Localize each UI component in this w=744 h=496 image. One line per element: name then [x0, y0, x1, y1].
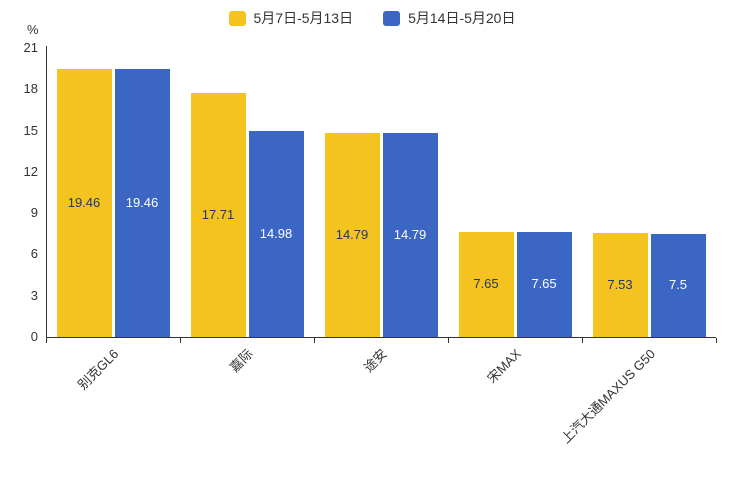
x-axis-category-label: 上汽大通MAXUS G50 [557, 346, 658, 447]
bar-value-label: 17.71 [201, 207, 235, 223]
bar-value-label: 7.65 [531, 276, 557, 292]
bar-value-label: 7.65 [473, 276, 499, 292]
legend-label-week1: 5月7日-5月13日 [253, 10, 354, 26]
y-axis-unit-label: % [27, 22, 39, 37]
bar-value-label: 19.46 [67, 195, 101, 211]
x-axis-tick [716, 338, 717, 343]
bar-5月7日-5月13日-别克GL6: 19.46 [56, 69, 112, 337]
y-axis-tick-label: 0 [30, 329, 38, 344]
bar-5月7日-5月13日-宋MAX: 7.65 [458, 231, 514, 337]
legend-item-week2[interactable]: 5月14日-5月20日 [383, 8, 515, 28]
bar-value-label: 7.5 [668, 277, 688, 293]
bar-5月14日-5月20日-上汽大通MAXUS G50: 7.5 [650, 233, 706, 337]
legend-swatch-week2 [383, 10, 401, 26]
x-axis-category-label: 别克GL6 [75, 346, 122, 393]
bar-value-label: 14.79 [335, 227, 369, 243]
x-axis-category-label: 途安 [360, 346, 390, 376]
bar-5月14日-5月20日-嘉际: 14.98 [248, 130, 304, 337]
y-axis-tick-label: 21 [23, 40, 38, 55]
y-axis-tick-label: 3 [30, 287, 38, 303]
bar-value-label: 7.53 [607, 277, 633, 293]
bar-5月14日-5月20日-宋MAX: 7.65 [516, 231, 572, 337]
legend-item-week1[interactable]: 5月7日-5月13日 [228, 8, 354, 28]
x-axis-tick [46, 338, 47, 343]
bar-5月7日-5月13日-嘉际: 17.71 [190, 93, 246, 337]
y-axis-line [46, 46, 47, 338]
y-axis-tick-label: 15 [23, 122, 38, 138]
bar-5月14日-5月20日-别克GL6: 19.46 [114, 69, 170, 337]
x-axis-tick [582, 338, 583, 343]
legend-label-week2: 5月14日-5月20日 [408, 10, 516, 26]
x-axis-tick [448, 338, 449, 343]
legend-swatch-week1 [228, 10, 246, 26]
x-axis-tick [314, 338, 315, 343]
bar-5月7日-5月13日-途安: 14.79 [324, 133, 380, 337]
x-axis-category-label: 嘉际 [226, 346, 256, 376]
y-axis-tick-label: 9 [30, 205, 38, 221]
x-axis-category-label: 宋MAX [484, 346, 524, 386]
y-axis-tick-label: 18 [23, 81, 38, 97]
y-axis-tick-label: 12 [23, 163, 38, 179]
bar-value-label: 14.98 [259, 225, 293, 241]
bar-5月14日-5月20日-途安: 14.79 [382, 133, 438, 337]
legend: 5月7日-5月13日 5月14日-5月20日 [0, 8, 744, 28]
x-axis-line [46, 337, 716, 338]
y-axis-tick-label: 6 [30, 246, 38, 262]
bar-value-label: 14.79 [393, 227, 427, 243]
bar-5月7日-5月13日-上汽大通MAXUS G50: 7.53 [592, 233, 648, 337]
x-axis-tick [180, 338, 181, 343]
bar-value-label: 19.46 [125, 195, 159, 211]
